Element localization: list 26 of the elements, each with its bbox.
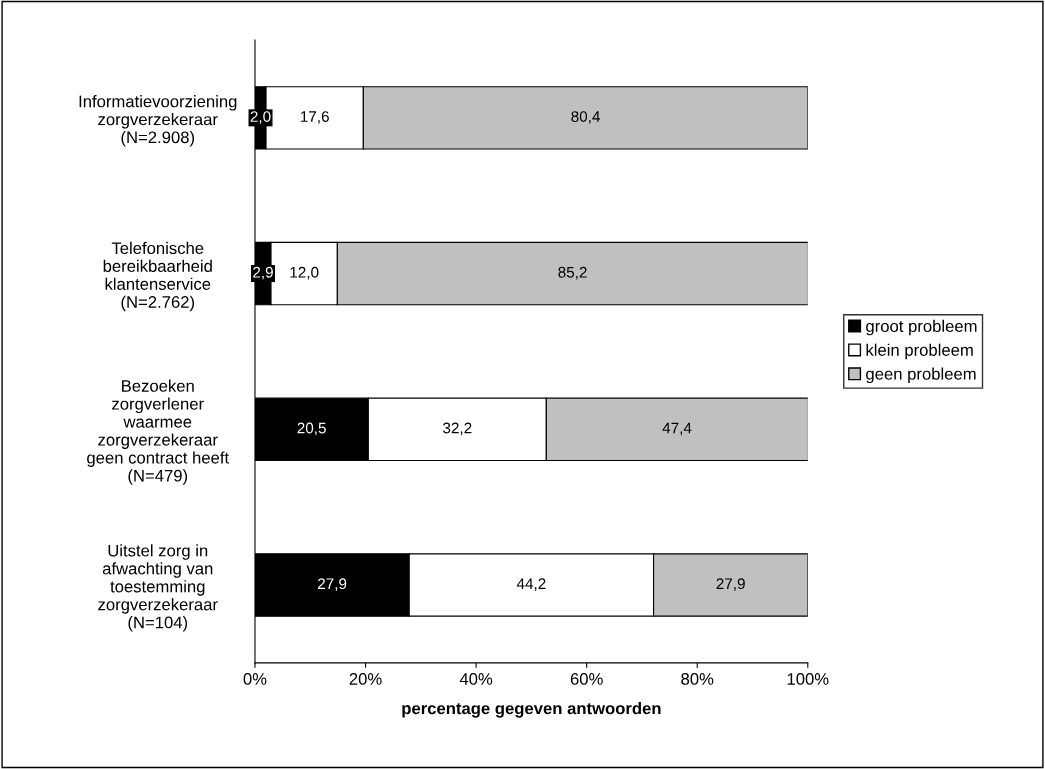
y-tick-label: Telefonische bereikbaarheid klantenservice (N=2.762) <box>103 241 212 312</box>
x-tick-label: 60% <box>570 673 603 685</box>
data-label: 85,2 <box>558 266 587 280</box>
data-label: 44,2 <box>516 578 546 591</box>
data-label: 2,9 <box>253 266 273 280</box>
data-label: 27,9 <box>716 578 745 591</box>
x-tick-label: 80% <box>681 673 714 685</box>
legend-label: klein probleem <box>866 343 973 360</box>
legend-label: geen probleem <box>866 367 976 384</box>
x-tick-label: 20% <box>349 673 382 685</box>
legend-label: groot probleem <box>866 319 977 336</box>
data-label: 47,4 <box>662 422 692 436</box>
x-axis-title: percentage gegeven antwoorden <box>402 702 661 718</box>
y-tick-label: Bezoeken zorgverlener waarmee zorgverzekeraar geen contract heeft (N=479) <box>87 379 229 485</box>
data-label: 20,5 <box>297 422 326 436</box>
data-label: 17,6 <box>300 111 329 124</box>
data-label: 2,0 <box>250 111 271 124</box>
data-label: 27,9 <box>318 578 347 591</box>
y-tick-label: Uitstel zorg in afwachting van toestemming zorgverzekeraar (N=104) <box>98 544 218 632</box>
data-label: 12,0 <box>290 266 319 280</box>
x-tick-label: 0% <box>243 673 267 685</box>
x-tick-label: 40% <box>459 673 493 685</box>
y-tick-label: Informatievoorziening zorgverzekeraar (N=2.908) <box>79 95 237 147</box>
data-label: 80,4 <box>571 111 600 124</box>
x-tick-label: 100% <box>787 673 829 685</box>
data-label: 32,2 <box>443 422 472 436</box>
